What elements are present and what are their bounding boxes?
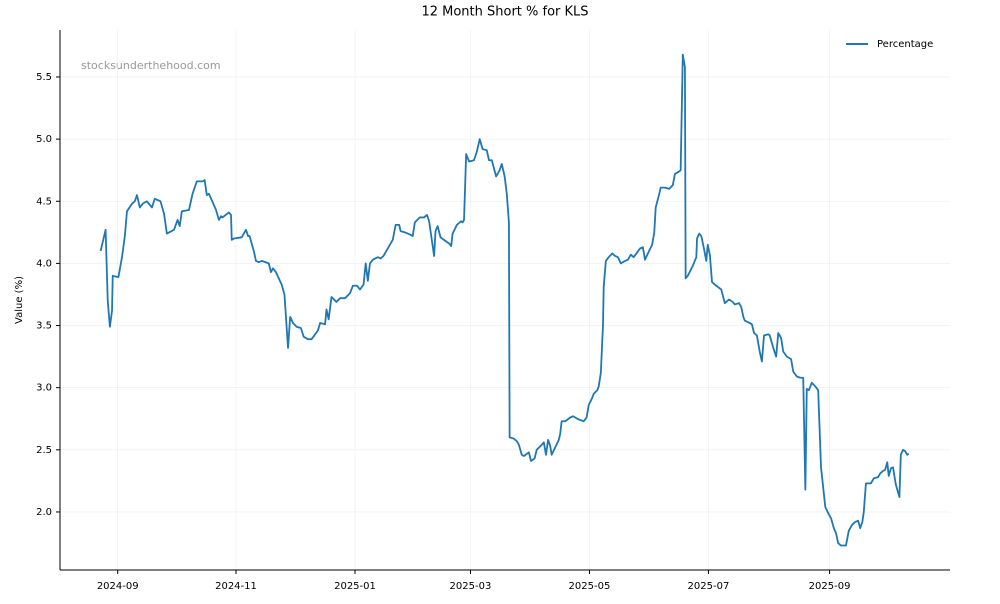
x-tick-label: 2024-11 [215, 581, 257, 592]
x-tick-label: 2025-07 [688, 581, 730, 592]
chart-title: 12 Month Short % for KLS [421, 5, 588, 20]
y-tick-label: 3.5 [36, 321, 52, 332]
y-tick-label: 4.5 [36, 196, 52, 207]
y-axis-label: Value (%) [14, 276, 25, 324]
x-tick-label: 2025-09 [809, 581, 851, 592]
y-tick-label: 4.0 [36, 258, 52, 269]
watermark: stocksunderthehood.com [81, 59, 221, 72]
y-tick-label: 2.5 [36, 445, 52, 456]
data-line [99, 53, 910, 547]
y-tick-label: 5.0 [36, 134, 52, 145]
legend-label: Percentage [877, 39, 933, 50]
x-tick-label: 2025-01 [334, 581, 376, 592]
y-tick-label: 2.0 [36, 507, 52, 518]
x-tick-label: 2025-03 [450, 581, 492, 592]
x-tick-label: 2025-05 [569, 581, 611, 592]
x-tick-label: 2024-09 [97, 581, 139, 592]
y-tick-label: 5.5 [36, 72, 52, 83]
y-tick-label: 3.0 [36, 383, 52, 394]
